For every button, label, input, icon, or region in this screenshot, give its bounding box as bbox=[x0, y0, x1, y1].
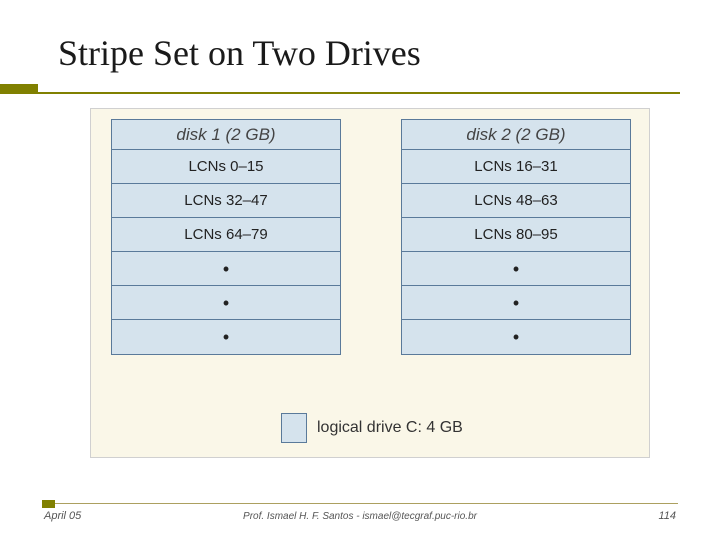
legend-swatch bbox=[281, 413, 307, 443]
disk-2-row-2: LCNs 80–95 bbox=[402, 218, 630, 252]
legend: logical drive C: 4 GB bbox=[281, 413, 463, 443]
accent-line bbox=[0, 92, 680, 94]
legend-text: logical drive C: 4 GB bbox=[317, 419, 463, 437]
disk-2-row-1: LCNs 48–63 bbox=[402, 184, 630, 218]
disk-1-header: disk 1 (2 GB) bbox=[112, 120, 340, 150]
disk-1-row-0: LCNs 0–15 bbox=[112, 150, 340, 184]
disk-1-row-3: • bbox=[112, 252, 340, 286]
page-title: Stripe Set on Two Drives bbox=[58, 32, 421, 74]
disk-2-header: disk 2 (2 GB) bbox=[402, 120, 630, 150]
footer-rule bbox=[42, 503, 678, 504]
disk-1-row-1: LCNs 32–47 bbox=[112, 184, 340, 218]
footer-page-number: 114 bbox=[658, 510, 676, 522]
disk-1-row-4: • bbox=[112, 286, 340, 320]
footer-accent-bar bbox=[42, 500, 55, 508]
disk-2: disk 2 (2 GB) LCNs 16–31 LCNs 48–63 LCNs… bbox=[401, 119, 631, 355]
footer-author: Prof. Ismael H. F. Santos - ismael@tecgr… bbox=[0, 511, 720, 522]
disk-1-row-5: • bbox=[112, 320, 340, 354]
disk-2-row-5: • bbox=[402, 320, 630, 354]
disk-2-row-0: LCNs 16–31 bbox=[402, 150, 630, 184]
disk-1-row-2: LCNs 64–79 bbox=[112, 218, 340, 252]
disk-2-row-4: • bbox=[402, 286, 630, 320]
stripe-diagram: disk 1 (2 GB) LCNs 0–15 LCNs 32–47 LCNs … bbox=[90, 108, 650, 458]
disk-2-row-3: • bbox=[402, 252, 630, 286]
disks-row: disk 1 (2 GB) LCNs 0–15 LCNs 32–47 LCNs … bbox=[111, 119, 631, 355]
disk-1: disk 1 (2 GB) LCNs 0–15 LCNs 32–47 LCNs … bbox=[111, 119, 341, 355]
